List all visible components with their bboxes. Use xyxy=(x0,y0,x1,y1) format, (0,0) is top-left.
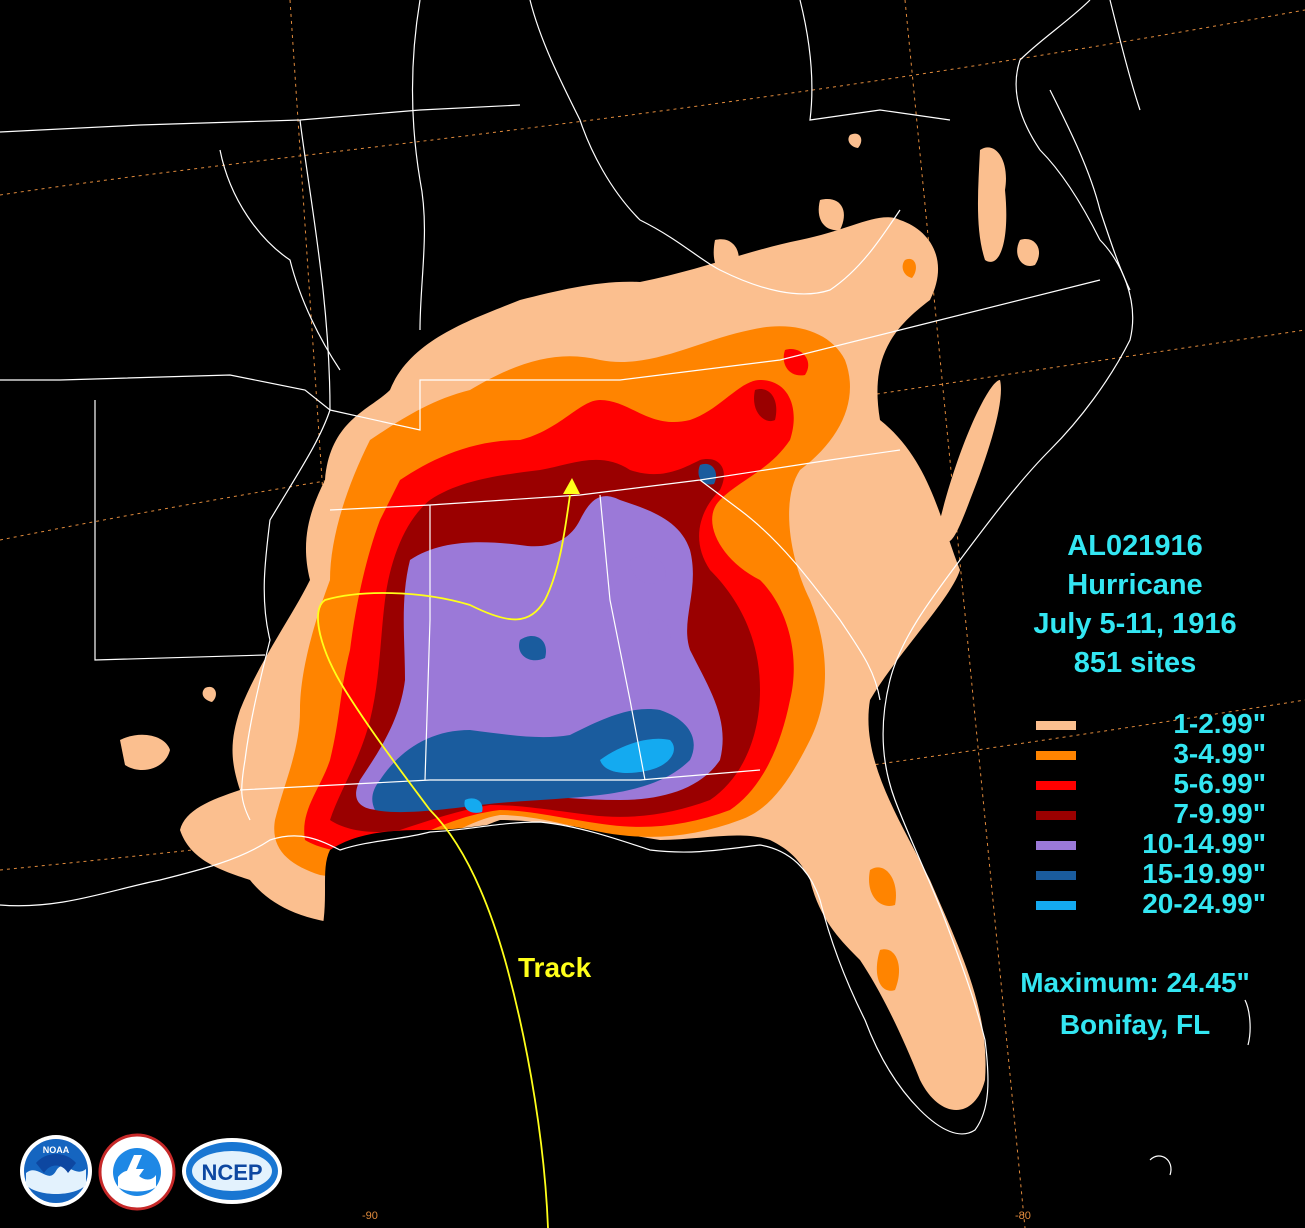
longitude-label-80: -80 xyxy=(1015,1210,1031,1222)
legend-swatch xyxy=(1036,871,1076,880)
legend-swatch xyxy=(1036,811,1076,820)
legend-label: 3-4.99" xyxy=(1173,738,1266,769)
legend-item: 20-24.99" xyxy=(1036,888,1286,920)
legend-item: 15-19.99" xyxy=(1036,858,1286,890)
legend-label: 15-19.99" xyxy=(1142,858,1266,889)
legend-swatch xyxy=(1036,841,1076,850)
legend-label: 7-9.99" xyxy=(1173,798,1266,829)
nws-logo xyxy=(98,1133,176,1211)
track-line xyxy=(317,494,571,1228)
track-label: Track xyxy=(518,952,592,983)
legend-swatch xyxy=(1036,751,1076,760)
svg-text:NCEP: NCEP xyxy=(201,1160,262,1185)
hurricane-track xyxy=(317,478,580,1228)
maximum-value: Maximum: 24.45" xyxy=(1020,967,1250,998)
storm-type: Hurricane xyxy=(1067,569,1203,601)
noaa-logo: NOAA xyxy=(20,1135,92,1207)
legend-item: 1-2.99" xyxy=(1036,708,1286,740)
legend-item: 7-9.99" xyxy=(1036,798,1286,830)
rain-15-20-area xyxy=(372,463,717,813)
legend-swatch xyxy=(1036,721,1076,730)
legend-label: 20-24.99" xyxy=(1142,888,1266,919)
legend-item: 3-4.99" xyxy=(1036,738,1286,770)
legend-item: 5-6.99" xyxy=(1036,768,1286,800)
legend-label: 10-14.99" xyxy=(1142,828,1266,859)
coastlines xyxy=(0,0,1251,1176)
legend-swatch xyxy=(1036,781,1076,790)
storm-dates: July 5-11, 1916 xyxy=(1033,608,1237,640)
storm-id: AL021916 xyxy=(1067,530,1203,562)
legend-label: 5-6.99" xyxy=(1173,768,1266,799)
maximum-location: Bonifay, FL xyxy=(1059,1009,1211,1040)
track-arrowhead xyxy=(563,478,580,494)
rain-20-25-area xyxy=(464,738,674,813)
gulf-coast-water xyxy=(320,821,845,1228)
svg-text:NOAA: NOAA xyxy=(43,1145,70,1155)
state-borders xyxy=(0,0,1141,821)
ncep-logo: NCEP xyxy=(182,1138,282,1204)
legend-label: 1-2.99" xyxy=(1173,708,1266,739)
legend-item: 10-14.99" xyxy=(1036,828,1286,860)
longitude-label-90: -90 xyxy=(362,1210,378,1222)
legend-swatch xyxy=(1036,901,1076,910)
storm-sites: 851 sites xyxy=(1073,647,1197,679)
